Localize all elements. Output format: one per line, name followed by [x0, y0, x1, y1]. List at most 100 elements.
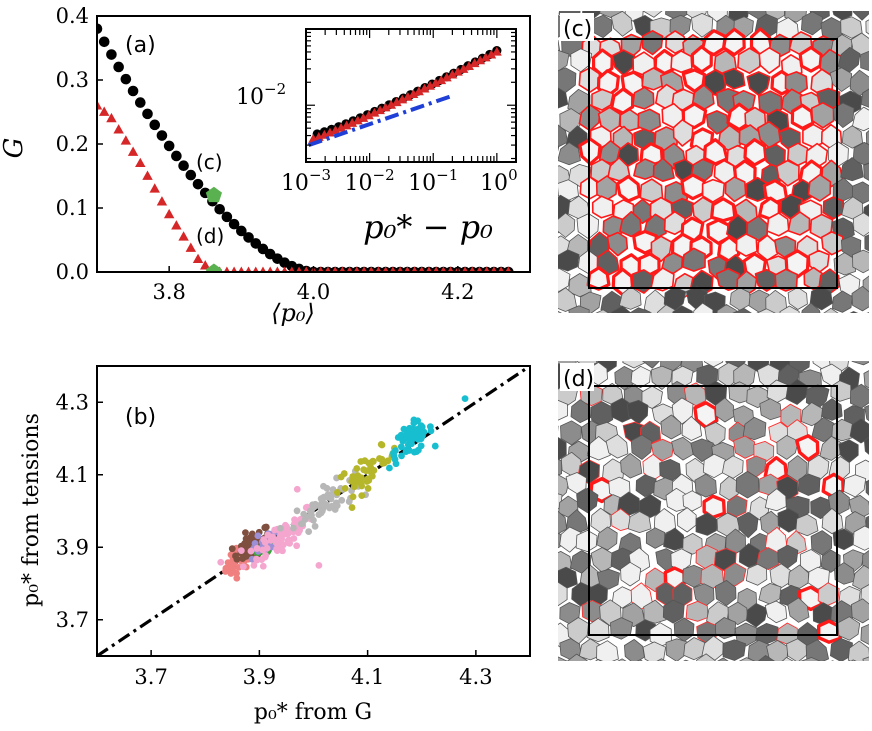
panel-a-ticks: 3.8 4.0 4.2 0.0 0.1 0.2 0.3 0.4: [56, 4, 475, 304]
cluster-point: [309, 501, 316, 509]
red-triangle-point: [411, 266, 418, 272]
tissue-cell: [610, 508, 633, 532]
tissue-cell: [756, 308, 776, 313]
cluster-point: [378, 455, 386, 463]
tissue-cell: [565, 472, 587, 495]
tissue-cell: [594, 659, 602, 661]
cluster-point: [323, 484, 331, 492]
tissue-cell: [558, 67, 577, 93]
tissue-cell: [830, 660, 834, 661]
tissue-cell: [616, 174, 642, 203]
tissue-cell: [591, 14, 613, 39]
cluster-point: [269, 533, 277, 541]
tissue-cell: [558, 581, 568, 607]
cluster-point: [222, 564, 230, 572]
inset-ticks: 10−3 10−2 10−1 100: [281, 29, 518, 196]
red-triangle-point: [339, 266, 346, 272]
panel-d-label: (d): [563, 367, 594, 392]
tissue-cell: [674, 0, 696, 4]
tissue-cell: [628, 307, 651, 313]
tissue-cell: [650, 365, 673, 390]
cluster-point: [305, 528, 313, 535]
cluster-point: [290, 524, 297, 532]
highlight-pentagon: [205, 263, 222, 272]
tissue-cell: [849, 418, 869, 444]
red-triangle-point: [106, 112, 117, 123]
tissue-cell: [716, 329, 738, 352]
tissue-cell: [843, 474, 867, 498]
panel-b-frame: [96, 365, 531, 657]
tissue-cell: [715, 397, 735, 423]
tissue-cell: [774, 268, 799, 292]
tissue-cell: [853, 212, 869, 237]
tissue-cell: [558, 218, 560, 234]
tissue-cell: [716, 304, 737, 313]
cluster-point: [281, 521, 289, 529]
tissue-cell: [834, 562, 856, 585]
red-triangle-point: [178, 231, 189, 241]
tissue-cell: [830, 638, 853, 661]
tissue-cell: [630, 365, 651, 389]
cluster-point: [311, 522, 319, 530]
panel-a-xtick-label: 3.8: [152, 280, 185, 304]
red-triangle-point: [245, 266, 252, 272]
tissue-cell: [865, 479, 869, 496]
tissue-cell: [650, 267, 675, 292]
panel-d-label-bg: [560, 363, 594, 391]
tissue-cell: [578, 66, 602, 93]
cluster-point: [286, 539, 294, 547]
tissue-cell: [531, 510, 550, 536]
tissue-cell: [660, 414, 682, 440]
tissue-cell: [528, 583, 550, 608]
tissue-cell: [690, 45, 713, 74]
red-triangle-point: [490, 266, 497, 272]
red-triangle-point: [98, 106, 110, 116]
inset-red-point: [397, 94, 408, 104]
black-circle-point: [120, 73, 132, 85]
tissue-cell: [526, 270, 548, 295]
tissue-cell: [820, 549, 841, 573]
inset-red-point: [414, 86, 424, 96]
tissue-cell: [626, 399, 649, 425]
tissue-cell: [852, 525, 869, 551]
cluster-point: [426, 423, 434, 431]
tissue-cell: [823, 307, 839, 313]
tissue-cell: [576, 487, 599, 514]
tissue-cell: [764, 488, 787, 512]
red-triangle-point: [346, 266, 353, 272]
cluster-point: [345, 498, 353, 505]
tissue-cell: [860, 88, 869, 108]
tissue-cell: [599, 11, 622, 19]
black-circle-point: [127, 85, 139, 97]
cluster-point: [397, 443, 405, 451]
tissue-cell: [529, 0, 550, 5]
tissue-cell: [802, 123, 825, 148]
tissue-cell: [801, 11, 823, 36]
panel-b-ytick-label: 3.9: [56, 535, 89, 559]
panel-b-xtick-label: 4.1: [351, 665, 384, 689]
tissue-cell: [672, 305, 693, 313]
tissue-cell: [710, 197, 737, 223]
cluster-point: [348, 504, 356, 511]
cluster-point: [254, 532, 262, 540]
tissue-cell: [558, 310, 562, 313]
cluster-point: [308, 507, 315, 515]
tissue-cell: [759, 398, 782, 421]
tissue-cell: [849, 311, 859, 313]
tissue-cell: [832, 11, 853, 21]
inset-red-point: [341, 120, 352, 130]
tissue-cell: [723, 562, 747, 587]
tissue-cell: [799, 326, 821, 350]
tissue-cell: [829, 67, 853, 92]
panel-a-label: (a): [125, 33, 156, 58]
tissue-cell: [558, 425, 559, 432]
inset-red-point: [386, 99, 397, 109]
tissue-cell: [852, 11, 869, 21]
tissue-cell: [525, 198, 545, 224]
red-triangle-point: [433, 266, 440, 272]
tissue-cell: [865, 130, 869, 146]
tissue-cell: [722, 27, 746, 57]
tissue-cell: [786, 638, 807, 661]
inset-red-point: [375, 105, 385, 115]
tissue-cell: [641, 67, 665, 91]
